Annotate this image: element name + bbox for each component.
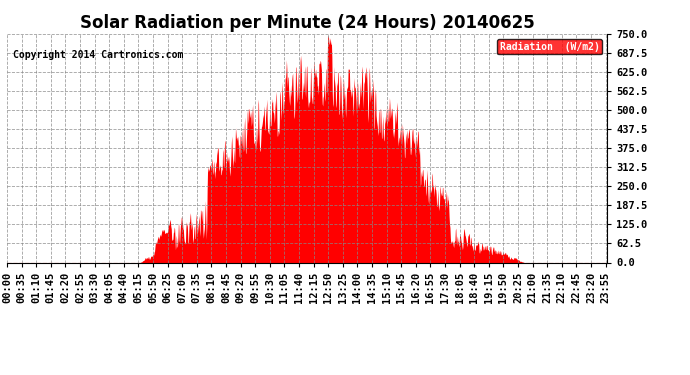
Legend: Radiation  (W/m2): Radiation (W/m2) — [497, 39, 602, 54]
Title: Solar Radiation per Minute (24 Hours) 20140625: Solar Radiation per Minute (24 Hours) 20… — [79, 14, 535, 32]
Text: Copyright 2014 Cartronics.com: Copyright 2014 Cartronics.com — [13, 50, 184, 60]
